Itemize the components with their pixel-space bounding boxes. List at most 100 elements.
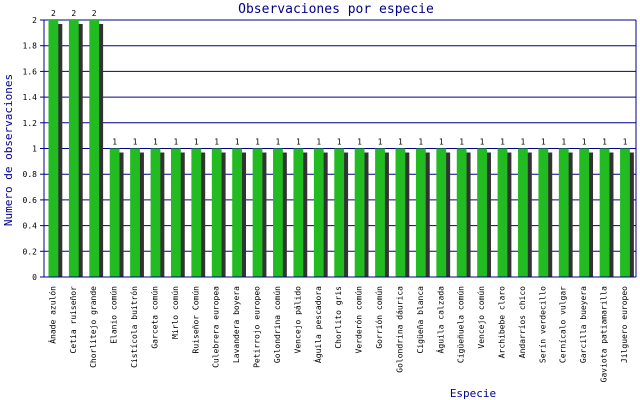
x-category-label: Andarríos chico [518, 286, 527, 358]
x-category-label: Mirlo común [171, 286, 180, 339]
data-label: 1 [235, 138, 240, 147]
x-category-label: Archibebe claro [497, 286, 506, 358]
bar [109, 148, 120, 277]
data-label: 2 [51, 9, 56, 18]
y-tick-label: 0 [32, 273, 37, 282]
x-category-label: Verderón común [354, 286, 364, 354]
x-category-label: Águila calzada [434, 286, 445, 354]
bar [558, 148, 569, 277]
data-label: 1 [194, 138, 199, 147]
bar [191, 148, 202, 277]
bar [313, 148, 324, 277]
data-label: 1 [357, 138, 362, 147]
bar [170, 148, 181, 277]
y-tick-label: 2 [32, 16, 37, 25]
x-category-label: Jilguero europeo [620, 286, 629, 363]
x-category-label: Serín verdecillo [538, 286, 547, 363]
x-category-label: Culebrera europea [212, 286, 221, 368]
x-category-label: Gaviota patiamarilla [600, 286, 609, 383]
bar [293, 148, 304, 277]
bar [211, 148, 222, 277]
data-label: 2 [92, 9, 97, 18]
data-label: 1 [623, 138, 628, 147]
bar [273, 148, 283, 277]
y-tick-label: 1 [32, 145, 37, 154]
x-category-label: Chorlitejo grande [89, 286, 98, 368]
bar [497, 148, 508, 277]
x-category-label: Garcilla bueyera [579, 286, 588, 363]
x-category-label: Garceta común [150, 286, 159, 349]
data-label: 1 [480, 138, 485, 147]
y-tick-label: 0.6 [23, 196, 38, 205]
x-category-label: Cigüeña blanca [416, 286, 425, 354]
x-category-label: Elanio común [110, 286, 119, 344]
data-label: 1 [112, 138, 117, 147]
bar [150, 148, 161, 277]
x-category-label: Águila pescadora [312, 286, 323, 363]
bar [354, 148, 365, 277]
bar [415, 148, 426, 277]
data-labels: 2 2 2 1 1 1 1 1 1 1 1 1 1 1 1 1 1 1 1 1 1 1 1 1 1 1 1 1 1 [51, 9, 628, 147]
x-category-label: Cernícalo vulgar [559, 286, 568, 363]
data-label: 1 [173, 138, 178, 147]
y-tick-label: 1.4 [23, 93, 38, 102]
data-label: 1 [378, 138, 383, 147]
x-category-label: Golondrina común [273, 286, 282, 363]
data-label: 1 [337, 138, 342, 147]
y-tick-label: 0.8 [23, 170, 38, 179]
bars [48, 20, 634, 277]
x-category-label: Vencejo pálido [293, 286, 302, 354]
data-label: 1 [418, 138, 423, 147]
bar [48, 20, 59, 277]
x-category-label: Cistícola buitrón [129, 286, 139, 368]
y-tick-label: 0.2 [23, 247, 38, 256]
data-label: 1 [561, 138, 566, 147]
bar [456, 148, 467, 277]
data-label: 1 [316, 138, 321, 147]
x-axis-label: Especie [450, 387, 496, 400]
bar [518, 148, 528, 277]
data-label: 1 [214, 138, 219, 147]
data-label: 1 [500, 138, 505, 147]
bar [334, 148, 345, 277]
bar [620, 148, 630, 277]
bar [252, 148, 263, 277]
data-label: 1 [133, 138, 138, 147]
bar [89, 20, 100, 277]
x-category-labels: Ánade azulón Cetia ruiseñor Chorlitejo gra… [46, 286, 629, 383]
x-category-label: Cetia ruiseñor [69, 286, 78, 354]
y-axis-label: Numero de observaciones [2, 74, 15, 226]
data-label: 1 [153, 138, 158, 147]
x-category-label: Chorlito gris [334, 286, 343, 349]
data-label: 1 [439, 138, 444, 147]
y-tick-label: 1.2 [23, 119, 38, 128]
data-label: 1 [582, 138, 587, 147]
y-tick-label: 1.6 [23, 67, 38, 76]
data-label: 1 [398, 138, 403, 147]
x-category-label: Cigüeñuela común [457, 286, 466, 363]
bar [395, 148, 406, 277]
y-tick-label: 1.8 [23, 42, 38, 51]
chart-title: Observaciones por especie [238, 2, 434, 17]
data-label: 1 [276, 138, 281, 147]
bar [375, 148, 385, 277]
data-label: 1 [255, 138, 260, 147]
data-label: 1 [602, 138, 607, 147]
x-category-label: Petirrojo europeo [253, 286, 262, 368]
x-category-label: Ánade azulón [46, 286, 57, 344]
data-label: 1 [541, 138, 546, 147]
bar [68, 20, 79, 277]
bar [436, 148, 447, 277]
bar [232, 148, 243, 277]
x-category-label: Lavandera boyera [232, 286, 241, 363]
data-label: 1 [296, 138, 301, 147]
y-tick-labels: 0 0.2 0.4 0.6 0.8 1 1.2 1.4 1.6 1.8 2 [23, 16, 44, 282]
y-tick-label: 0.4 [23, 222, 38, 231]
bar [579, 148, 590, 277]
bar [538, 148, 549, 277]
x-category-label: Ruiseñor Común [191, 286, 200, 354]
data-label: 2 [71, 9, 76, 18]
data-label: 1 [459, 138, 464, 147]
bar [130, 148, 140, 277]
x-category-label: Golondrina dáurica [395, 286, 404, 373]
